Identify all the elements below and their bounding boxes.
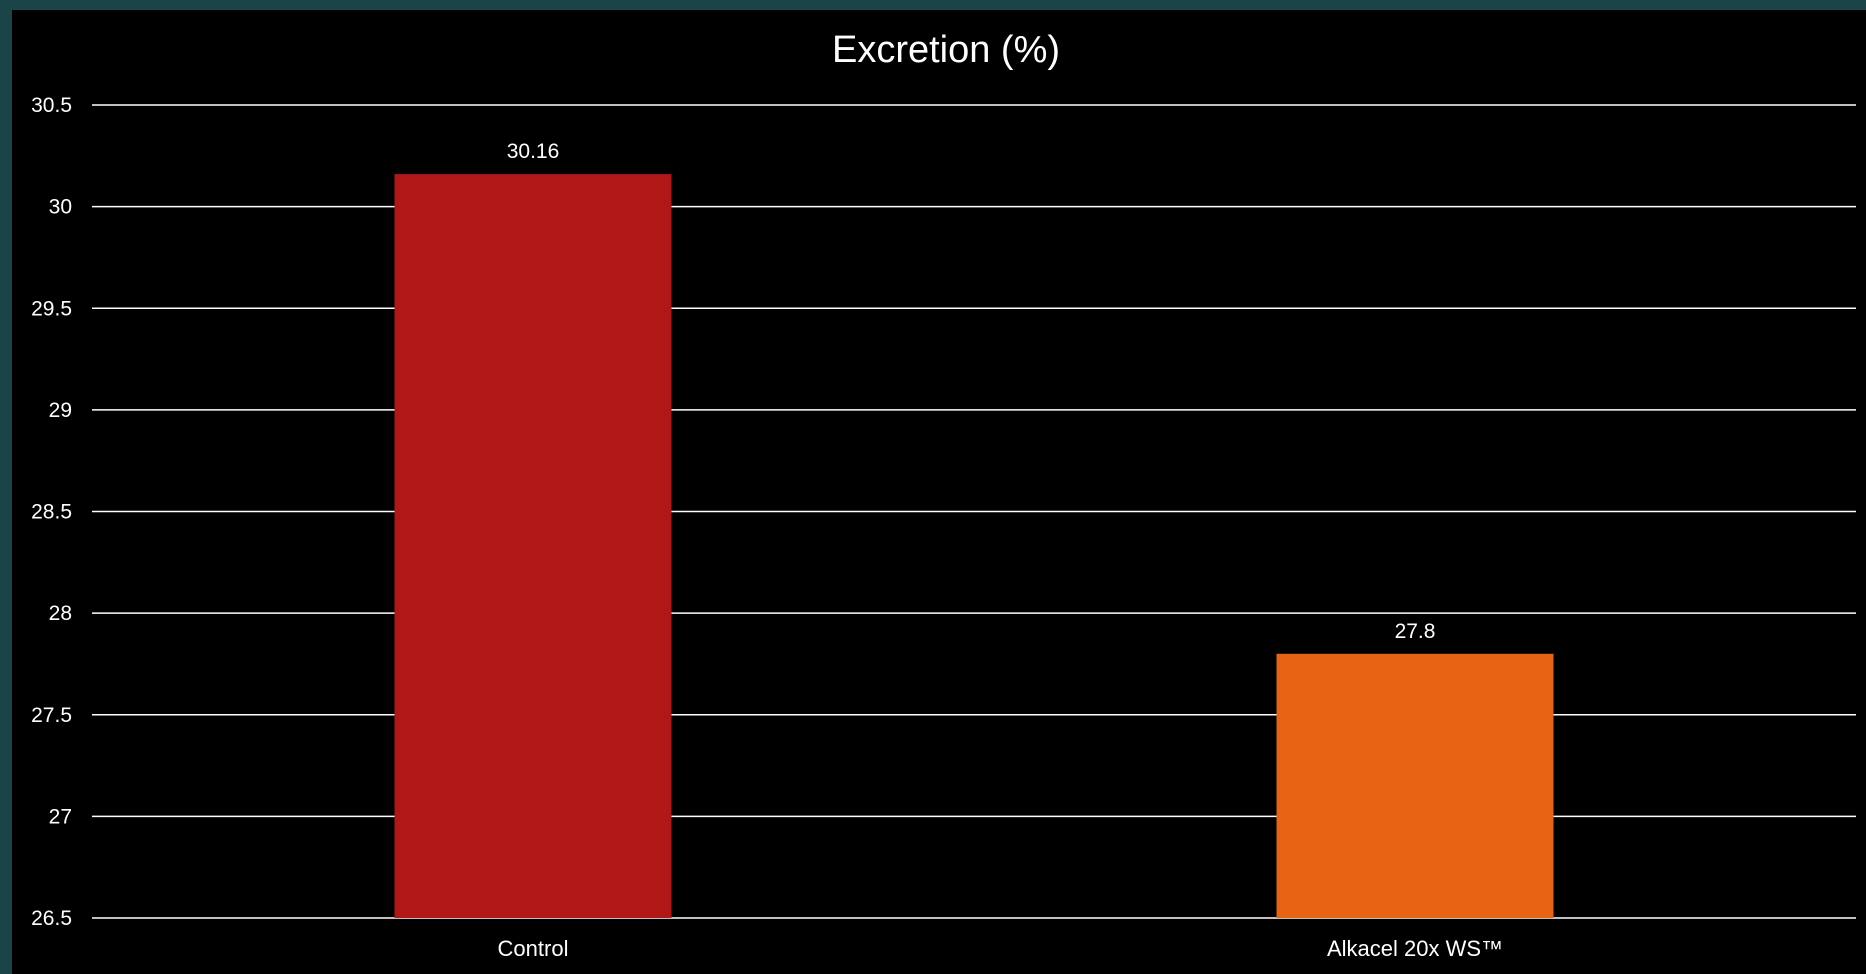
y-tick-label: 27.5 xyxy=(31,704,72,727)
y-axis-tick-labels: 26.5 27 27.5 28 28.5 29 29.5 30 30.5 xyxy=(31,94,72,930)
y-tick-label: 29 xyxy=(49,399,72,422)
x-axis-tick-labels: Control Alkacel 20x WS™ xyxy=(498,936,1503,961)
data-label: 30.16 xyxy=(507,140,560,163)
y-tick-label: 28.5 xyxy=(31,501,72,524)
bar-0 xyxy=(394,174,672,919)
data-label: 27.8 xyxy=(1395,620,1436,643)
x-tick-label: Alkacel 20x WS™ xyxy=(1327,936,1503,961)
gridlines xyxy=(92,104,1856,919)
data-labels: 30.16 27.8 xyxy=(507,140,1436,643)
y-tick-label: 26.5 xyxy=(31,907,72,930)
bars xyxy=(394,174,1554,919)
y-tick-label: 30.5 xyxy=(31,94,72,117)
bar-1 xyxy=(1276,653,1554,918)
chart-title: Excretion (%) xyxy=(832,29,1060,71)
chart-panel xyxy=(12,10,1866,974)
y-tick-label: 29.5 xyxy=(31,297,72,320)
y-tick-label: 30 xyxy=(49,196,72,219)
y-tick-label: 28 xyxy=(49,602,72,625)
y-tick-label: 27 xyxy=(49,805,72,828)
x-tick-label: Control xyxy=(498,936,569,961)
